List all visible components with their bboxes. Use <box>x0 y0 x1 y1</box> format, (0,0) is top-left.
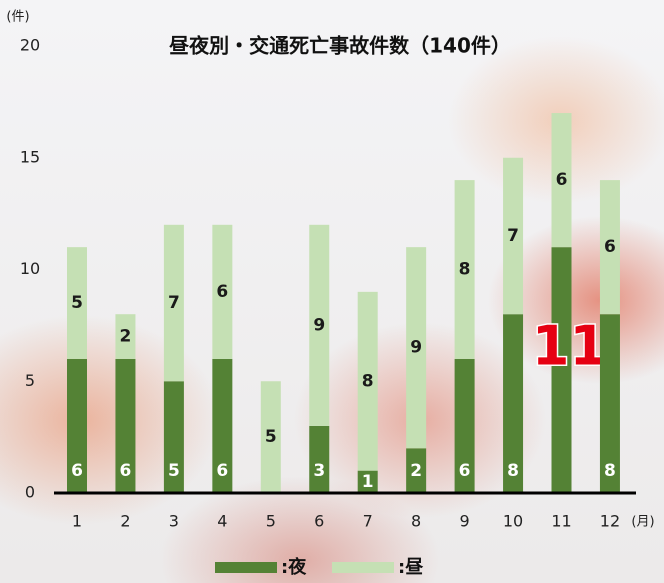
x-tick-label: 3 <box>169 512 179 531</box>
highlight-label: 11 <box>532 315 607 378</box>
x-tick-label: 6 <box>314 512 324 531</box>
data-label: 8 <box>459 260 471 280</box>
chart-title: 昼夜別・交通死亡事故件数（140件） <box>169 34 511 58</box>
legend-swatch <box>215 562 277 573</box>
data-label: 6 <box>216 461 228 481</box>
x-tick-label: 12 <box>600 512 620 531</box>
data-label: 9 <box>410 338 422 358</box>
data-label: 6 <box>556 170 568 190</box>
bar-segment <box>309 426 329 493</box>
data-label: 9 <box>313 315 325 335</box>
data-label: 7 <box>507 226 519 246</box>
data-label: 5 <box>265 427 277 447</box>
y-tick-label: 10 <box>20 259 40 278</box>
x-tick-label: 10 <box>503 512 523 531</box>
x-tick-label: 2 <box>120 512 130 531</box>
legend-label: :昼 <box>398 557 423 578</box>
x-tick-label: 8 <box>411 512 421 531</box>
y-tick-label: 20 <box>20 36 40 55</box>
data-label: 5 <box>168 461 180 481</box>
x-tick-label: 1 <box>72 512 82 531</box>
data-label: 6 <box>71 461 83 481</box>
data-label: 8 <box>604 461 616 481</box>
x-unit: (月) <box>631 515 654 530</box>
y-tick-label: 0 <box>25 483 35 502</box>
x-tick-label: 11 <box>551 512 571 531</box>
x-tick-label: 4 <box>217 512 227 531</box>
data-label: 2 <box>120 327 132 347</box>
legend-label: :夜 <box>281 556 307 578</box>
data-label: 6 <box>604 237 616 257</box>
page: 昼夜別・交通死亡事故件数（140件） (件) (月) 0510152065162… <box>0 0 664 583</box>
data-label: 7 <box>168 293 180 313</box>
x-tick-label: 7 <box>363 512 373 531</box>
y-tick-label: 5 <box>25 371 35 390</box>
data-label: 5 <box>71 293 83 313</box>
y-unit: (件) <box>6 10 29 25</box>
data-label: 8 <box>362 371 374 391</box>
chart: 昼夜別・交通死亡事故件数（140件） (件) (月) 0510152065162… <box>0 0 664 583</box>
data-label: 2 <box>410 461 422 481</box>
data-label: 1 <box>362 472 374 492</box>
x-tick-label: 5 <box>266 512 276 531</box>
y-tick-label: 15 <box>20 147 40 166</box>
data-label: 3 <box>313 461 325 481</box>
data-label: 6 <box>120 461 132 481</box>
x-tick-label: 9 <box>460 512 470 531</box>
data-label: 8 <box>507 461 519 481</box>
legend-swatch <box>332 562 394 573</box>
data-label: 6 <box>216 282 228 302</box>
data-label: 6 <box>459 461 471 481</box>
